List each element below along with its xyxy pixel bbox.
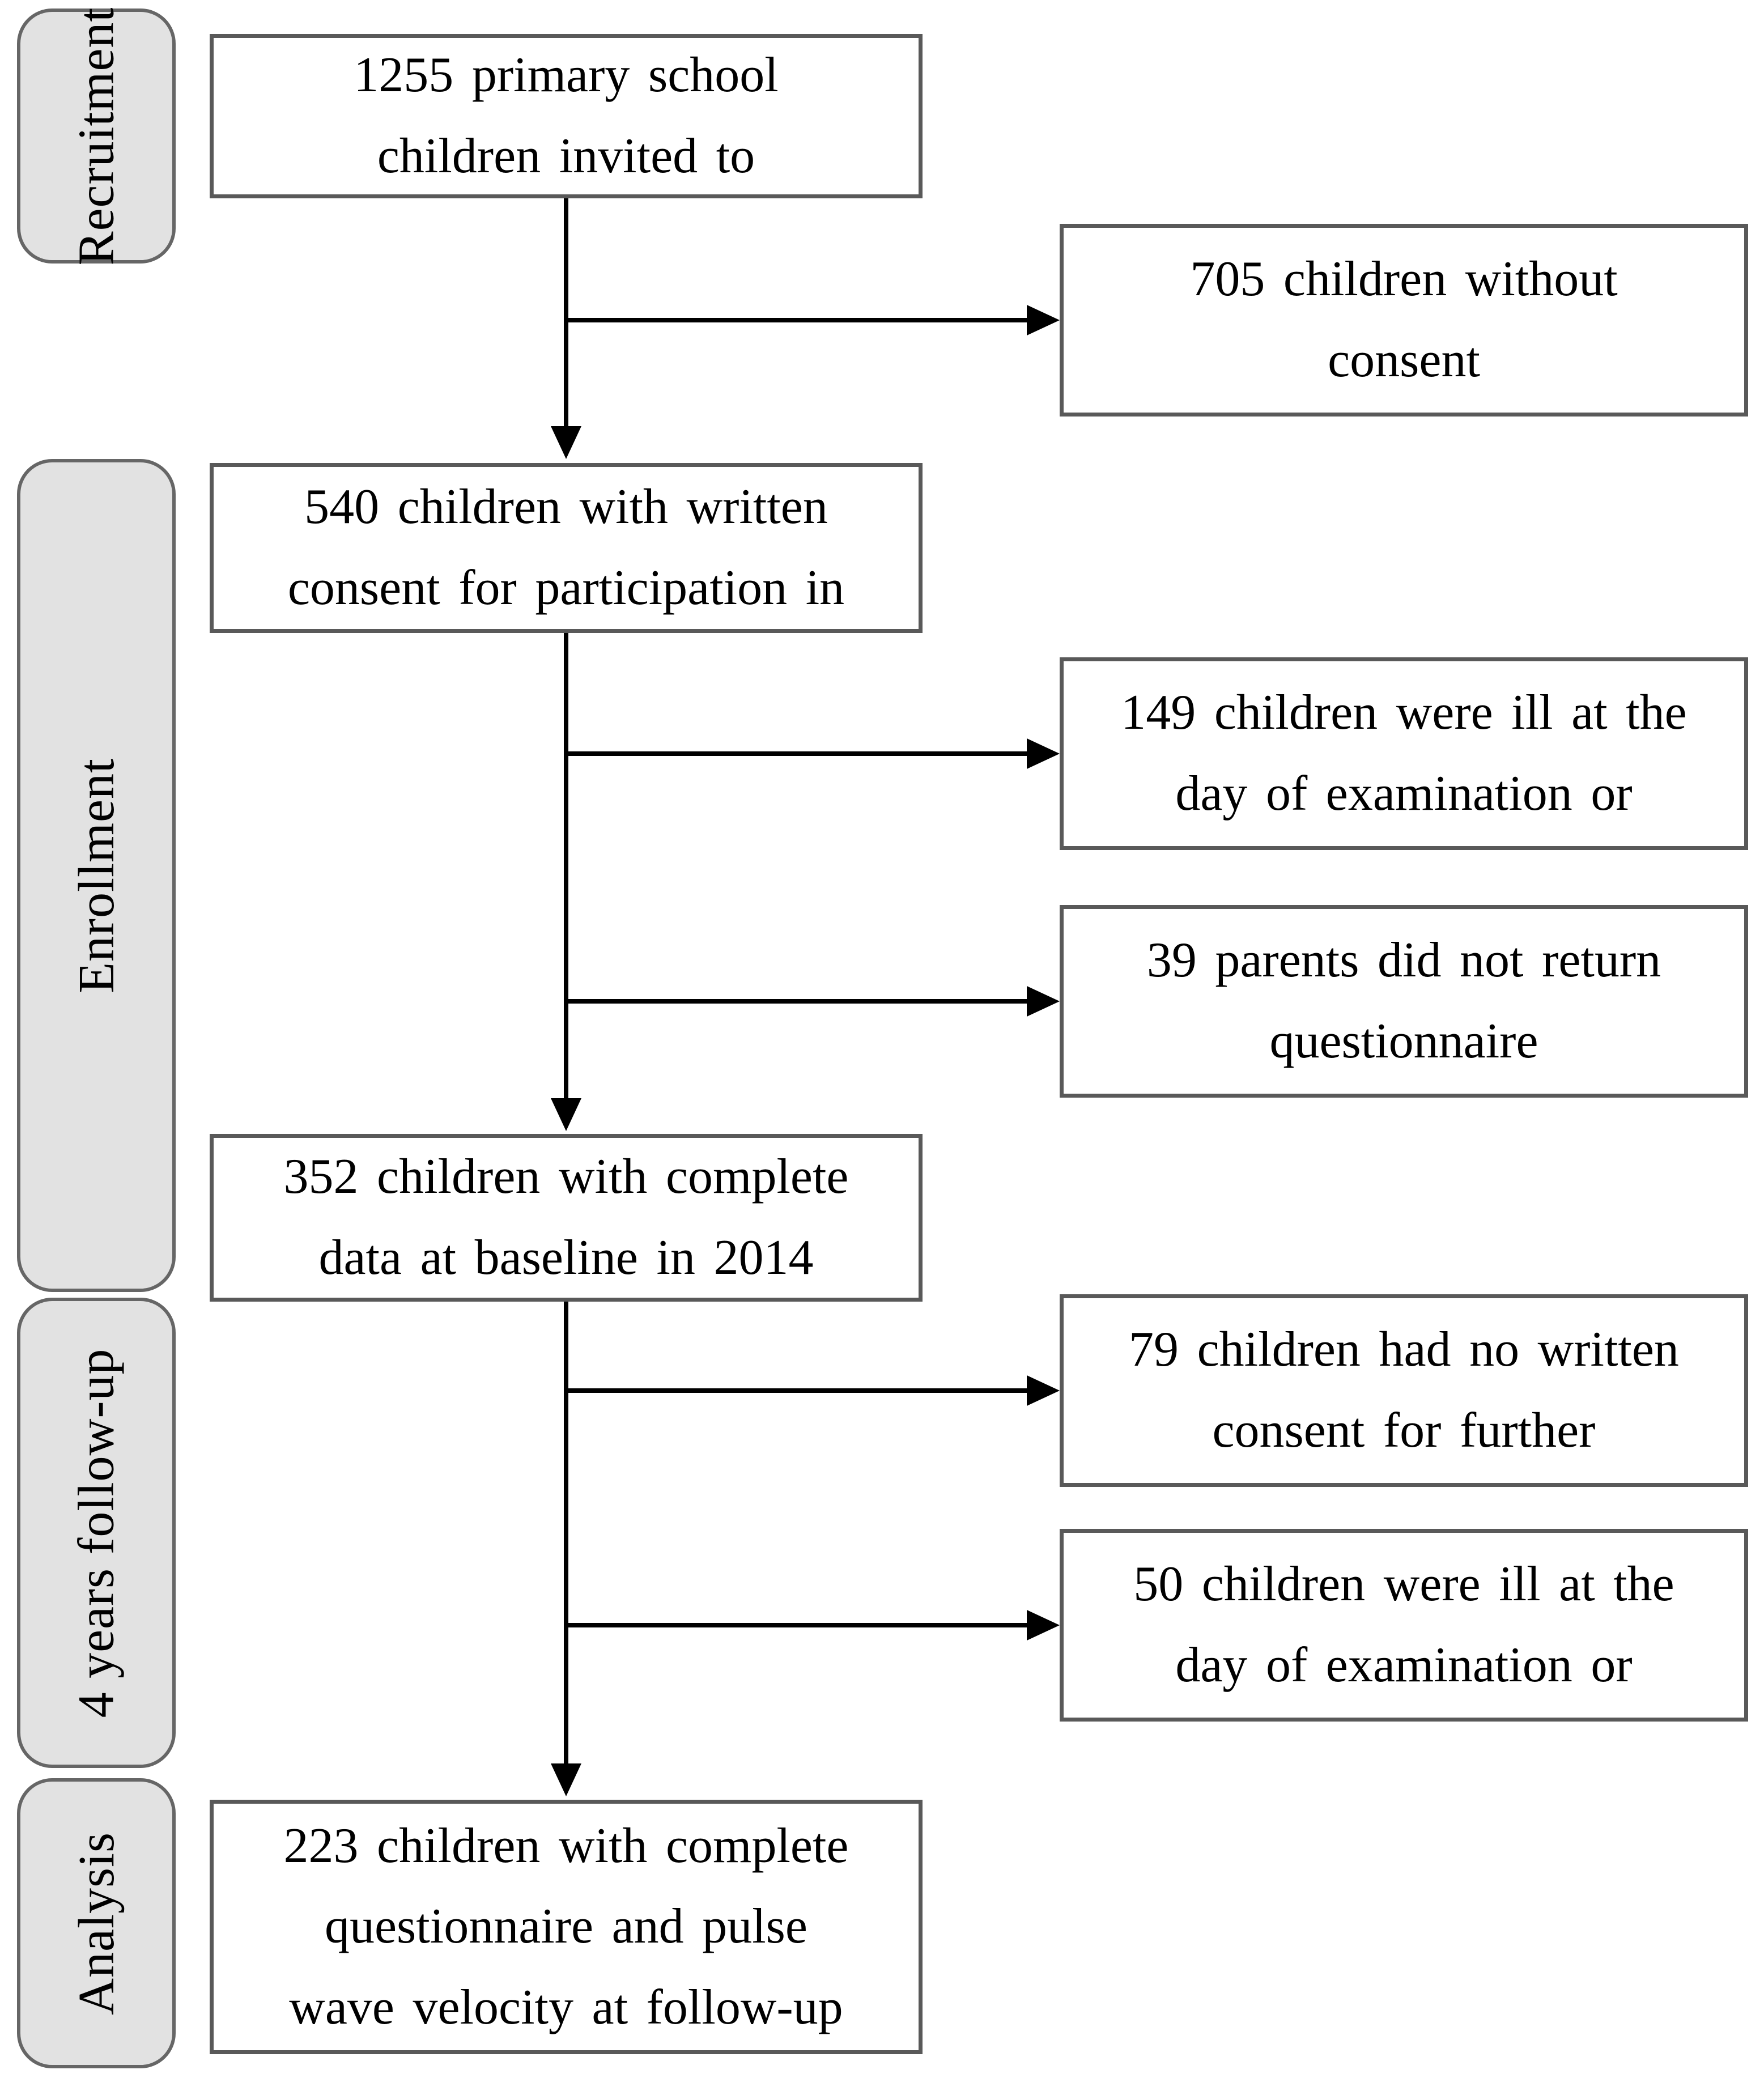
stage-label-analysis: Analysis [17,1778,176,2068]
stage-label-text: Analysis [68,1831,125,2015]
arrowhead-down-consented [551,426,581,459]
box-invited: 1255 primary school children invited to [210,34,923,198]
stage-label-recruitment: Recruitment [17,7,176,265]
stage-label-enrollment: Enrollment [17,459,176,1292]
arrow-line-consented-to-baseline [564,633,568,1099]
box-no-consent: 705 children without consent [1060,224,1748,416]
arrow-line-to-no-consent [566,318,1028,322]
stage-label-text: 4 years follow-up [68,1348,125,1718]
arrow-line-to-no-questionnaire [566,999,1028,1004]
arrowhead-right-no-consent [1027,305,1060,335]
box-ill-baseline: 149 children were ill at the day of exam… [1060,657,1748,850]
box-no-questionnaire: 39 parents did not return questionnaire [1060,905,1748,1098]
arrow-line-invited-to-consented [564,198,568,431]
arrow-line-to-ill-followup [566,1623,1028,1627]
box-consented: 540 children with written consent for pa… [210,463,923,633]
arrow-line-to-ill-baseline [566,751,1028,756]
arrowhead-down-baseline [551,1098,581,1131]
box-ill-followup: 50 children were ill at the day of exami… [1060,1529,1748,1722]
arrowhead-right-no-followup-consent [1027,1375,1060,1406]
box-followup-complete: 223 children with complete questionnaire… [210,1800,923,2054]
arrowhead-right-ill-baseline [1027,738,1060,769]
stage-label-followup: 4 years follow-up [17,1298,176,1768]
stage-label-text: Enrollment [68,758,125,993]
arrowhead-right-ill-followup [1027,1610,1060,1640]
box-baseline: 352 children with complete data at basel… [210,1134,923,1302]
arrowhead-down-followup [551,1763,581,1796]
arrow-line-baseline-to-followup [564,1302,568,1765]
stage-label-text: Recruitment [68,7,125,265]
arrowhead-right-no-questionnaire [1027,986,1060,1017]
arrow-line-to-no-followup-consent [566,1388,1028,1393]
box-no-followup-consent: 79 children had no written consent for f… [1060,1294,1748,1487]
